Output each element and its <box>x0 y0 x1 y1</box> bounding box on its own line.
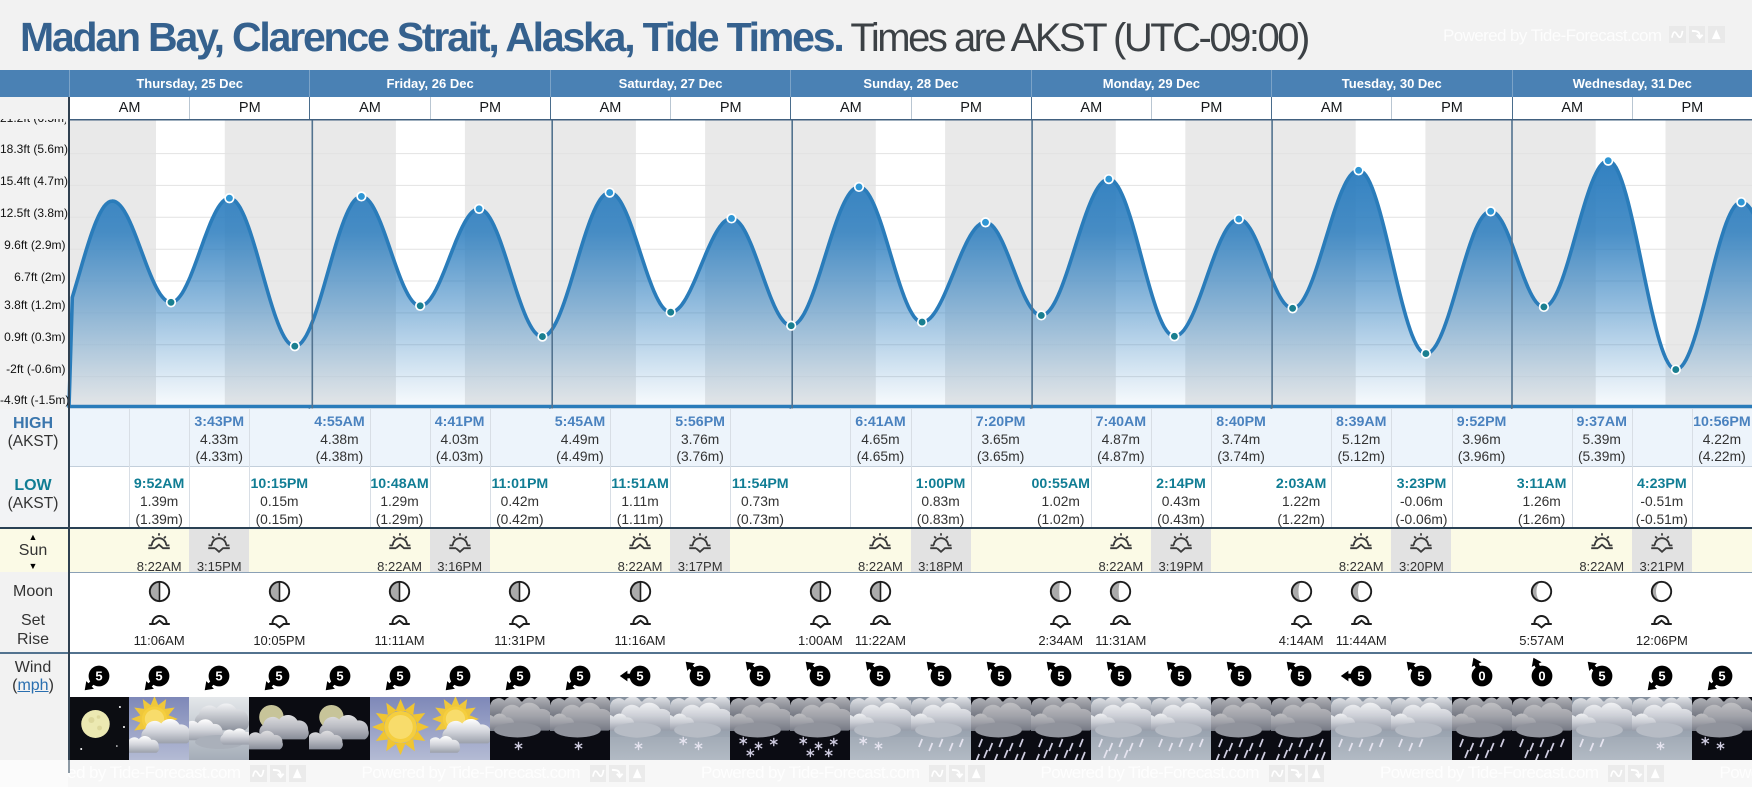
svg-text:5: 5 <box>1237 669 1244 684</box>
svg-text:5: 5 <box>696 669 703 684</box>
svg-text:5: 5 <box>216 669 223 684</box>
svg-text:5: 5 <box>576 669 583 684</box>
svg-text:5: 5 <box>877 669 884 684</box>
svg-text:5: 5 <box>1177 669 1184 684</box>
svg-text:5: 5 <box>997 669 1004 684</box>
svg-text:5: 5 <box>1598 669 1605 684</box>
svg-text:5: 5 <box>156 669 163 684</box>
svg-text:5: 5 <box>636 669 643 684</box>
svg-text:5: 5 <box>516 669 523 684</box>
svg-text:5: 5 <box>937 669 944 684</box>
svg-text:5: 5 <box>1718 669 1725 684</box>
svg-text:0: 0 <box>1538 669 1545 684</box>
svg-text:5: 5 <box>757 669 764 684</box>
svg-text:5: 5 <box>336 669 343 684</box>
svg-text:5: 5 <box>1658 669 1665 684</box>
svg-text:5: 5 <box>95 669 102 684</box>
svg-text:0: 0 <box>1478 669 1485 684</box>
svg-text:5: 5 <box>396 669 403 684</box>
svg-text:5: 5 <box>1358 669 1365 684</box>
svg-text:5: 5 <box>1057 669 1064 684</box>
svg-text:5: 5 <box>817 669 824 684</box>
svg-text:5: 5 <box>1298 669 1305 684</box>
svg-text:5: 5 <box>1117 669 1124 684</box>
svg-text:5: 5 <box>1418 669 1425 684</box>
svg-text:5: 5 <box>456 669 463 684</box>
svg-text:5: 5 <box>276 669 283 684</box>
